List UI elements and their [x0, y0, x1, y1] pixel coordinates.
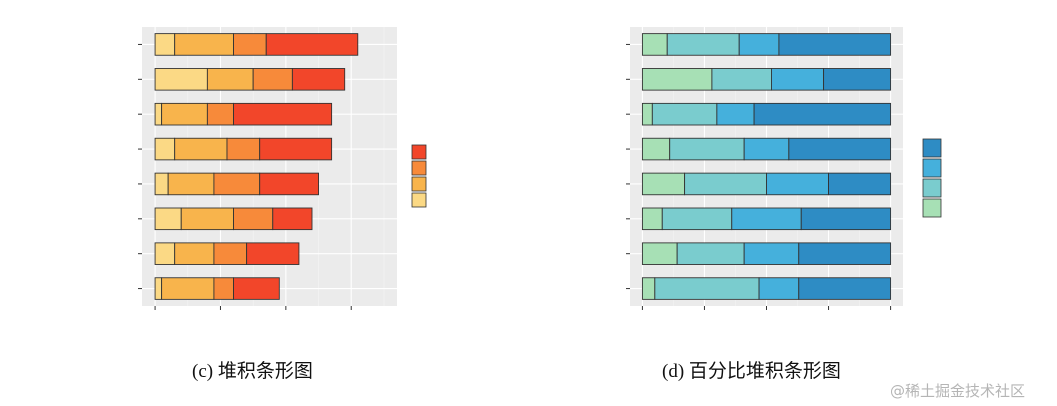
- bar-segment: [788, 137, 892, 161]
- legend-swatch: [922, 198, 942, 218]
- bar-segment: [154, 68, 208, 91]
- bar-segment: [206, 68, 254, 91]
- bar-segment: [154, 102, 163, 126]
- bar-segment: [174, 33, 234, 56]
- bar-segment: [743, 137, 790, 161]
- bar-segment: [226, 137, 261, 161]
- bar-segment: [654, 277, 760, 300]
- bar-segment: [154, 137, 176, 161]
- bar-segment: [154, 242, 176, 265]
- bar-segment: [154, 207, 182, 231]
- bar-segment: [716, 102, 755, 126]
- legend-swatch: [922, 158, 942, 178]
- bar-segment: [233, 102, 333, 126]
- bar-segment: [798, 277, 892, 300]
- bar-segment: [246, 242, 300, 265]
- bar-segment: [661, 207, 733, 231]
- bar-segment: [753, 102, 892, 126]
- bar-segment: [798, 242, 892, 265]
- bar-segment: [743, 242, 800, 265]
- bar-segment: [738, 33, 780, 56]
- bar-segment: [154, 33, 176, 56]
- bar-segment: [669, 137, 745, 161]
- legend-swatch: [411, 144, 427, 160]
- bar-segment: [265, 33, 359, 56]
- bar-segment: [154, 277, 163, 300]
- bar-segment: [213, 172, 261, 196]
- caption-stacked-bar: (c) 堆积条形图: [192, 361, 313, 382]
- bar-segment: [174, 242, 215, 265]
- percent-stacked-bar-chart: [626, 27, 942, 310]
- bar-segment: [213, 277, 234, 300]
- bar-segment: [291, 68, 346, 91]
- bar-segment: [828, 172, 892, 196]
- bar-segment: [778, 33, 892, 56]
- bar-segment: [272, 207, 313, 231]
- bar-segment: [676, 242, 745, 265]
- bar-segment: [731, 207, 802, 231]
- bar-segment: [167, 172, 215, 196]
- bar-segment: [711, 68, 772, 91]
- bar-segment: [800, 207, 892, 231]
- bar-segment: [641, 102, 653, 126]
- bar-segment: [641, 172, 686, 196]
- bar-segment: [259, 137, 333, 161]
- bar-segment: [233, 277, 280, 300]
- bar-segment: [641, 33, 668, 56]
- bar-segment: [252, 68, 293, 91]
- legend-swatch: [411, 192, 427, 208]
- bar-segment: [206, 102, 234, 126]
- stacked-bar-chart: [138, 27, 427, 310]
- legend-swatch: [411, 176, 427, 192]
- bar-segment: [213, 242, 248, 265]
- bar-segment: [161, 277, 215, 300]
- bar-segment: [684, 172, 767, 196]
- bar-segment: [641, 277, 656, 300]
- bar-segment: [174, 137, 228, 161]
- bar-segment: [641, 68, 713, 91]
- bar-segment: [823, 68, 892, 91]
- bar-segment: [766, 172, 829, 196]
- caption-percent-stacked-bar: (d) 百分比堆积条形图: [662, 361, 841, 382]
- bar-segment: [651, 102, 718, 126]
- bar-segment: [641, 242, 678, 265]
- bar-segment: [666, 33, 740, 56]
- bar-segment: [154, 172, 169, 196]
- bar-segment: [233, 33, 267, 56]
- bar-segment: [771, 68, 825, 91]
- bar-segment: [180, 207, 234, 231]
- legend-swatch: [411, 160, 427, 176]
- bar-segment: [641, 137, 671, 161]
- bar-segment: [641, 207, 663, 231]
- legend-swatch: [922, 178, 942, 198]
- legend-swatch: [922, 138, 942, 158]
- bar-segment: [233, 207, 274, 231]
- bar-segment: [758, 277, 800, 300]
- bar-segment: [161, 102, 208, 126]
- watermark: @稀土掘金技术社区: [890, 382, 1026, 400]
- bar-segment: [259, 172, 319, 196]
